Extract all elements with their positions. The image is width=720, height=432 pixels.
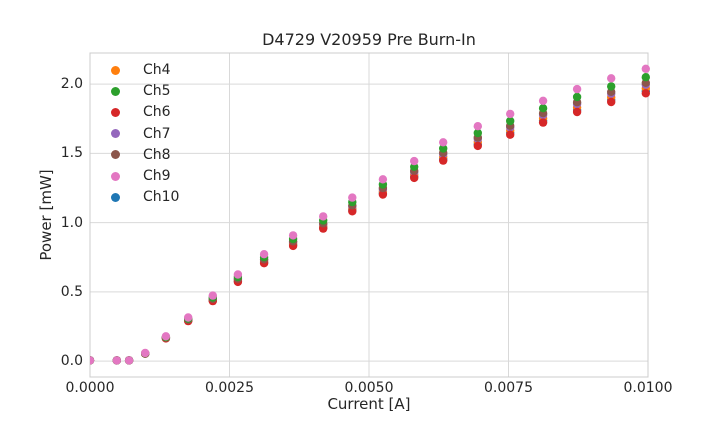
legend-marker-icon — [111, 129, 120, 139]
legend-label: Ch9 — [143, 168, 171, 184]
y-tick-label: 2.0 — [60, 76, 83, 93]
legend-item-ch10: Ch10 — [111, 189, 179, 205]
legend-label: Ch6 — [143, 104, 171, 121]
y-tick-label: 0.0 — [60, 353, 83, 370]
x-tick-label: 0.0075 — [484, 380, 533, 396]
legend-item-ch7: Ch7 — [111, 126, 171, 142]
y-tick-label: 0.5 — [60, 283, 83, 300]
plot-border — [89, 52, 649, 378]
legend-label: Ch8 — [143, 146, 171, 163]
series-ch9 — [90, 64, 650, 365]
legend-marker-icon — [111, 86, 120, 96]
legend-label: Ch10 — [143, 189, 180, 206]
x-tick-label: 0.0100 — [623, 380, 673, 396]
legend-marker-icon — [111, 150, 120, 160]
y-tick-label: 1.5 — [60, 145, 83, 162]
legend-marker-icon — [111, 171, 120, 181]
legend-label: Ch5 — [143, 83, 171, 100]
legend-item-ch9: Ch9 — [111, 168, 171, 184]
legend-label: Ch4 — [143, 62, 171, 78]
legend-label: Ch7 — [143, 125, 171, 142]
legend-marker-icon — [111, 65, 120, 75]
legend-marker-icon — [111, 192, 120, 202]
legend-item-ch8: Ch8 — [111, 147, 171, 163]
y-tick-label: 1.0 — [60, 214, 83, 231]
x-tick-label: 0.0050 — [344, 380, 394, 396]
gridlines — [89, 53, 649, 377]
legend-item-ch6: Ch6 — [111, 104, 171, 120]
legend-item-ch4: Ch4 — [111, 62, 171, 78]
series-ch8 — [90, 78, 650, 365]
legend-marker-icon — [111, 107, 120, 117]
chart-title: D4729 V20959 Pre Burn-In — [262, 30, 476, 49]
legend-item-ch5: Ch5 — [111, 83, 171, 99]
x-axis-label: Current [A] — [327, 395, 411, 413]
x-tick-label: 0.0000 — [65, 380, 115, 396]
x-tick-label: 0.0025 — [205, 380, 254, 396]
